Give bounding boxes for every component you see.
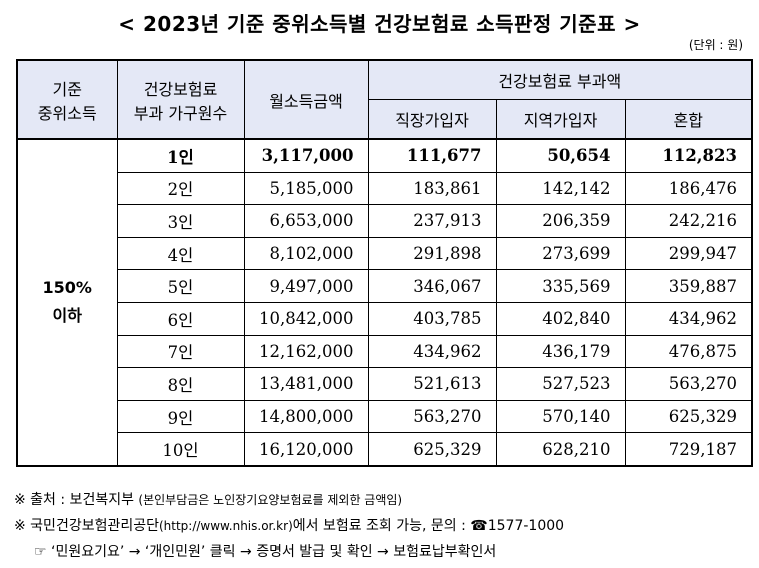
note-contact-text: ※ 국민건강보험관리공단: [14, 518, 159, 534]
cell-income: 9,497,000: [243, 269, 369, 303]
cell-workplace: 434,962: [367, 334, 497, 369]
header-median-income-line2: 중위소득: [37, 103, 97, 123]
note-source-detail: (본인부담금은 노인장기요양보험료를 제외한 금액임): [138, 493, 403, 507]
income-criteria-table: 기준 중위소득 건강보험료 부과 가구원수 월소득금액 건강보험료 부과액 직장…: [16, 59, 753, 467]
cell-household: 8인: [116, 367, 245, 401]
cell-income: 3,117,000: [243, 138, 369, 173]
cell-household: 10인: [116, 432, 245, 467]
cell-workplace: 521,613: [367, 367, 497, 401]
note-contact-suffix: 에서 보험료 조회 가능, 문의 : ☎1577-1000: [292, 518, 565, 534]
table-row: 10인 16,120,000 625,329 628,210 729,187: [17, 432, 753, 467]
header-monthly-income: 월소득금액: [243, 59, 369, 140]
note-path: ☞ ‘민원요기요’ → ‘개인민원’ 클릭 → 증명서 발급 및 확인 → 보험…: [34, 544, 497, 560]
cell-income: 10,842,000: [243, 301, 369, 336]
table-row: 2인 5,185,000 183,861 142,142 186,476: [17, 171, 753, 206]
header-median-income-line1: 기준: [52, 79, 82, 99]
cell-regional: 436,179: [495, 334, 626, 369]
cell-regional: 335,569: [495, 269, 626, 303]
cell-household: 9인: [116, 399, 245, 434]
cell-workplace: 183,861: [367, 171, 497, 206]
cell-regional: 628,210: [495, 432, 626, 467]
cell-household: 2인: [116, 171, 245, 206]
table-row: 6인 10,842,000 403,785 402,840 434,962: [17, 301, 753, 336]
cell-regional: 527,523: [495, 367, 626, 401]
header-mixed: 혼합: [624, 99, 753, 140]
cell-household: 4인: [116, 236, 245, 271]
cell-mixed: 476,875: [624, 334, 753, 369]
note-contact: ※ 국민건강보험관리공단(http://www.nhis.or.kr)에서 보험…: [14, 513, 754, 539]
cell-income: 14,800,000: [243, 399, 369, 434]
table-row: 5인 9,497,000 346,067 335,569 359,887: [17, 269, 753, 303]
cell-income: 5,185,000: [243, 171, 369, 206]
cell-workplace: 237,913: [367, 204, 497, 238]
cell-workplace: 403,785: [367, 301, 497, 336]
cell-mixed: 434,962: [624, 301, 753, 336]
table-row: 150% 이하 1인 3,117,000 111,677 50,654 112,823: [16, 138, 753, 467]
cell-household: 7인: [116, 334, 245, 369]
cell-workplace: 563,270: [367, 399, 497, 434]
cell-household: 3인: [116, 204, 245, 238]
cell-mixed: 359,887: [624, 269, 753, 303]
header-workplace: 직장가입자: [367, 99, 497, 140]
cell-workplace: 625,329: [367, 432, 497, 467]
table-row: 7인 12,162,000 434,962 436,179 476,875: [17, 334, 753, 369]
cell-mixed: 299,947: [624, 236, 753, 271]
cell-regional: 570,140: [495, 399, 626, 434]
cell-household: 6인: [116, 301, 245, 336]
range-label-line: 150%: [42, 278, 92, 298]
cell-mixed: 563,270: [624, 367, 753, 401]
table-row: 3인 6,653,000 237,913 206,359 242,216: [17, 204, 753, 238]
cell-income: 6,653,000: [243, 204, 369, 238]
page-title: < 2023년 기준 중위소득별 건강보험료 소득판정 기준표 >: [118, 12, 641, 36]
cell-income: 12,162,000: [243, 334, 369, 369]
cell-income: 16,120,000: [243, 432, 369, 467]
cell-regional: 206,359: [495, 204, 626, 238]
cell-mixed: 112,823: [624, 138, 753, 173]
header-premium-group: 건강보험료 부과액: [367, 59, 753, 100]
median-income-range: 150% 이하: [16, 138, 118, 467]
cell-workplace: 111,677: [367, 138, 497, 173]
cell-regional: 402,840: [495, 301, 626, 336]
header-household: 건강보험료 부과 가구원수: [116, 59, 245, 140]
header-median-income: 기준 중위소득: [16, 59, 118, 140]
cell-household: 5인: [116, 269, 245, 303]
cell-mixed: 186,476: [624, 171, 753, 206]
table-row: 9인 14,800,000 563,270 570,140 625,329: [17, 399, 753, 434]
cell-income: 13,481,000: [243, 367, 369, 401]
cell-workplace: 346,067: [367, 269, 497, 303]
notes: ※ 출처 : 보건복지부 (본인부담금은 노인장기요양보험료를 제외한 금액임)…: [14, 487, 754, 565]
cell-workplace: 291,898: [367, 236, 497, 271]
cell-regional: 142,142: [495, 171, 626, 206]
header-household-line1: 건강보험료: [143, 79, 218, 99]
nhis-link[interactable]: (http://www.nhis.or.kr): [158, 519, 293, 533]
cell-household: 1인: [116, 138, 245, 173]
header-household-line2: 부과 가구원수: [133, 103, 228, 123]
header-regional: 지역가입자: [495, 99, 626, 140]
note-source-text: ※ 출처 : 보건복지부: [14, 492, 139, 508]
cell-regional: 273,699: [495, 236, 626, 271]
unit-label: (단위 : 원): [688, 38, 743, 52]
table-row: 8인 13,481,000 521,613 527,523 563,270: [17, 367, 753, 401]
table-row: 4인 8,102,000 291,898 273,699 299,947: [17, 236, 753, 271]
cell-mixed: 242,216: [624, 204, 753, 238]
cell-regional: 50,654: [495, 138, 626, 173]
note-source: ※ 출처 : 보건복지부 (본인부담금은 노인장기요양보험료를 제외한 금액임): [14, 487, 754, 513]
cell-mixed: 625,329: [624, 399, 753, 434]
range-label-line: 이하: [52, 306, 82, 326]
cell-income: 8,102,000: [243, 236, 369, 271]
cell-mixed: 729,187: [624, 432, 753, 467]
